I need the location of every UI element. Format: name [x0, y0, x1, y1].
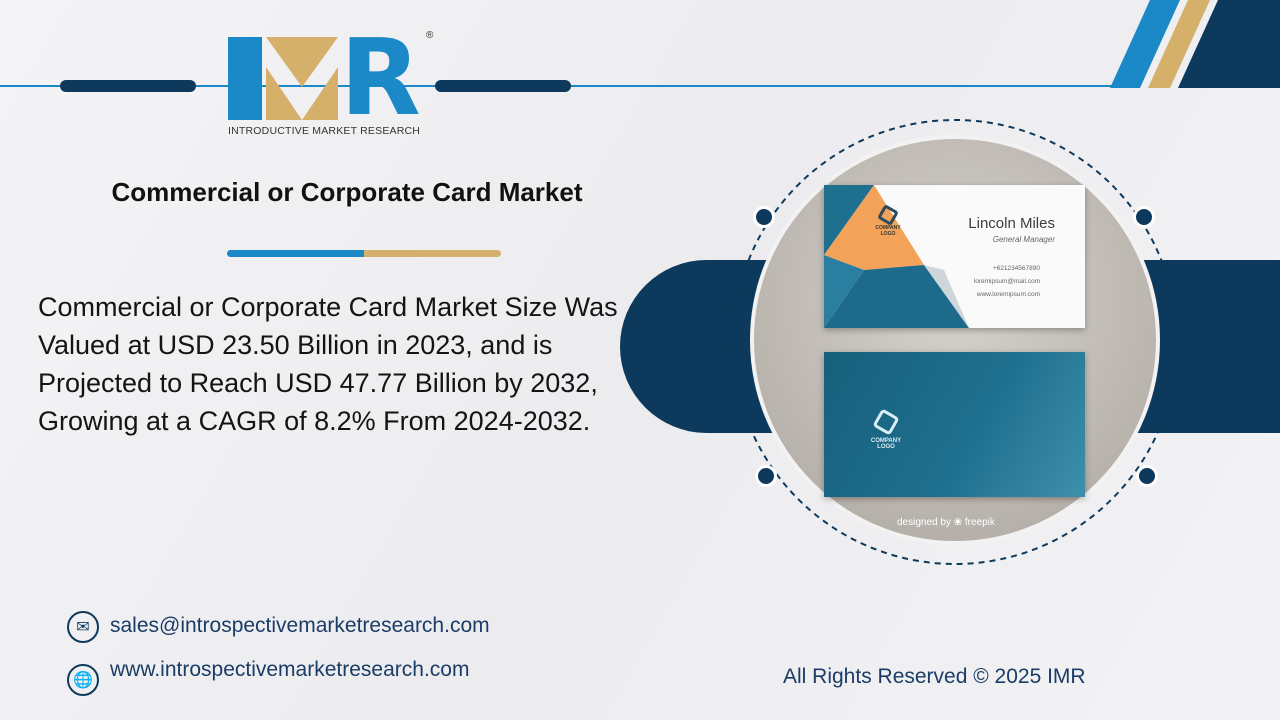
- card-back-logo-text: COMPANY LOGO: [870, 438, 902, 450]
- website-link[interactable]: www.introspectivemarketresearch.com: [110, 658, 470, 681]
- dashed-ring: [732, 119, 1178, 565]
- registered-mark: ®: [426, 30, 434, 41]
- business-card-back: COMPANY LOGO: [824, 352, 1085, 497]
- logo-i: [228, 37, 262, 120]
- ring-dot: [753, 206, 775, 228]
- top-bar-left: [60, 80, 196, 92]
- ring-dot: [755, 465, 777, 487]
- card-email: loremipsum@mail.com: [973, 278, 1040, 285]
- card-role: General Manager: [992, 235, 1055, 244]
- card-pattern: [824, 185, 969, 328]
- corner-stripes: [1110, 0, 1280, 88]
- card-web: www.loremipsum.com: [976, 291, 1040, 298]
- market-description: Commercial or Corporate Card Market Size…: [38, 292, 618, 436]
- top-bar-right: [435, 80, 571, 92]
- email-link[interactable]: sales@introspectivemarketresearch.com: [110, 614, 490, 637]
- logo-tagline: INTRODUCTIVE MARKET RESEARCH: [228, 125, 421, 137]
- copyright: All Rights Reserved © 2025 IMR: [783, 665, 1086, 688]
- card-name: Lincoln Miles: [968, 215, 1055, 232]
- business-card-front: COMPANY LOGO Lincoln Miles General Manag…: [824, 185, 1085, 328]
- card-phone: +621234567890: [992, 265, 1040, 272]
- ring-dot: [1133, 206, 1155, 228]
- title-divider: [227, 250, 501, 257]
- card-logo-text: COMPANY LOGO: [875, 225, 901, 237]
- company-logo-icon: [872, 408, 900, 436]
- image-credit: designed by ❀ freepik: [897, 517, 995, 528]
- page-title: Commercial or Corporate Card Market: [111, 177, 583, 207]
- email-icon: ✉: [67, 611, 99, 643]
- logo-r: R: [340, 17, 421, 139]
- ring-dot: [1136, 465, 1158, 487]
- logo-m: [266, 37, 338, 120]
- globe-icon: 🌐: [67, 664, 99, 696]
